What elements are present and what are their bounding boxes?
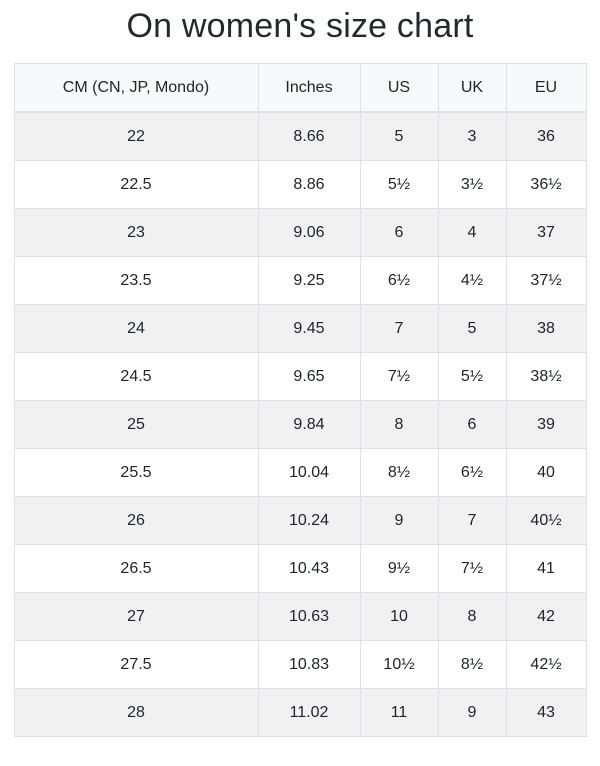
- page-title: On women's size chart: [126, 7, 474, 45]
- cell-us: 9: [359, 495, 439, 545]
- table-row: 25.5 10.04 8½ 6½ 40: [13, 447, 587, 497]
- cell-us: 7: [359, 303, 439, 353]
- cell-inches: 8.66: [257, 111, 361, 161]
- cell-eu: 36½: [505, 159, 587, 209]
- cell-eu: 40: [505, 447, 587, 497]
- cell-uk: 7½: [437, 543, 507, 593]
- cell-inches: 10.63: [257, 591, 361, 641]
- table-row: 25 9.84 8 6 39: [13, 399, 587, 449]
- cell-cm: 27.5: [13, 639, 259, 689]
- cell-cm: 26.5: [13, 543, 259, 593]
- cell-cm: 25: [13, 399, 259, 449]
- cell-eu: 40½: [505, 495, 587, 545]
- cell-inches: 11.02: [257, 687, 361, 737]
- cell-inches: 9.25: [257, 255, 361, 305]
- cell-eu: 37: [505, 207, 587, 257]
- table-row: 23 9.06 6 4 37: [13, 207, 587, 257]
- table-row: 27 10.63 10 8 42: [13, 591, 587, 641]
- cell-cm: 23: [13, 207, 259, 257]
- cell-us: 11: [359, 687, 439, 737]
- cell-uk: 3½: [437, 159, 507, 209]
- table-row: 26.5 10.43 9½ 7½ 41: [13, 543, 587, 593]
- table-row: 22.5 8.86 5½ 3½ 36½: [13, 159, 587, 209]
- cell-eu: 39: [505, 399, 587, 449]
- cell-uk: 4: [437, 207, 507, 257]
- cell-uk: 9: [437, 687, 507, 737]
- cell-us: 8: [359, 399, 439, 449]
- cell-uk: 6½: [437, 447, 507, 497]
- cell-eu: 43: [505, 687, 587, 737]
- cell-eu: 42½: [505, 639, 587, 689]
- cell-inches: 10.83: [257, 639, 361, 689]
- cell-cm: 26: [13, 495, 259, 545]
- cell-uk: 4½: [437, 255, 507, 305]
- table-header: CM (CN, JP, Mondo) Inches US UK EU: [13, 62, 587, 113]
- cell-cm: 22.5: [13, 159, 259, 209]
- cell-eu: 41: [505, 543, 587, 593]
- cell-uk: 8: [437, 591, 507, 641]
- cell-inches: 9.06: [257, 207, 361, 257]
- cell-us: 10½: [359, 639, 439, 689]
- column-header-eu: EU: [505, 62, 587, 113]
- cell-cm: 24: [13, 303, 259, 353]
- cell-cm: 23.5: [13, 255, 259, 305]
- cell-inches: 9.65: [257, 351, 361, 401]
- cell-cm: 27: [13, 591, 259, 641]
- cell-eu: 38½: [505, 351, 587, 401]
- size-chart-table: CM (CN, JP, Mondo) Inches US UK EU 22 8.…: [13, 62, 587, 737]
- column-header-inches: Inches: [257, 62, 361, 113]
- cell-inches: 8.86: [257, 159, 361, 209]
- column-header-cm: CM (CN, JP, Mondo): [13, 62, 259, 113]
- cell-us: 5: [359, 111, 439, 161]
- cell-eu: 37½: [505, 255, 587, 305]
- cell-inches: 9.84: [257, 399, 361, 449]
- cell-uk: 3: [437, 111, 507, 161]
- cell-us: 6: [359, 207, 439, 257]
- cell-eu: 36: [505, 111, 587, 161]
- cell-uk: 8½: [437, 639, 507, 689]
- cell-cm: 22: [13, 111, 259, 161]
- column-header-uk: UK: [437, 62, 507, 113]
- cell-us: 10: [359, 591, 439, 641]
- cell-uk: 5½: [437, 351, 507, 401]
- cell-us: 7½: [359, 351, 439, 401]
- cell-uk: 7: [437, 495, 507, 545]
- cell-eu: 38: [505, 303, 587, 353]
- table-row: 26 10.24 9 7 40½: [13, 495, 587, 545]
- header-row: CM (CN, JP, Mondo) Inches US UK EU: [13, 62, 587, 113]
- cell-us: 8½: [359, 447, 439, 497]
- table-row: 27.5 10.83 10½ 8½ 42½: [13, 639, 587, 689]
- cell-inches: 9.45: [257, 303, 361, 353]
- cell-uk: 6: [437, 399, 507, 449]
- table-body: 22 8.66 5 3 36 22.5 8.86 5½ 3½ 36½ 23 9.…: [13, 111, 587, 737]
- cell-inches: 10.24: [257, 495, 361, 545]
- cell-us: 9½: [359, 543, 439, 593]
- cell-eu: 42: [505, 591, 587, 641]
- cell-us: 6½: [359, 255, 439, 305]
- cell-inches: 10.43: [257, 543, 361, 593]
- table-row: 24 9.45 7 5 38: [13, 303, 587, 353]
- cell-uk: 5: [437, 303, 507, 353]
- cell-inches: 10.04: [257, 447, 361, 497]
- table-row: 23.5 9.25 6½ 4½ 37½: [13, 255, 587, 305]
- cell-cm: 28: [13, 687, 259, 737]
- table-row: 28 11.02 11 9 43: [13, 687, 587, 737]
- cell-cm: 25.5: [13, 447, 259, 497]
- cell-cm: 24.5: [13, 351, 259, 401]
- cell-us: 5½: [359, 159, 439, 209]
- table-row: 22 8.66 5 3 36: [13, 111, 587, 161]
- table-row: 24.5 9.65 7½ 5½ 38½: [13, 351, 587, 401]
- column-header-us: US: [359, 62, 439, 113]
